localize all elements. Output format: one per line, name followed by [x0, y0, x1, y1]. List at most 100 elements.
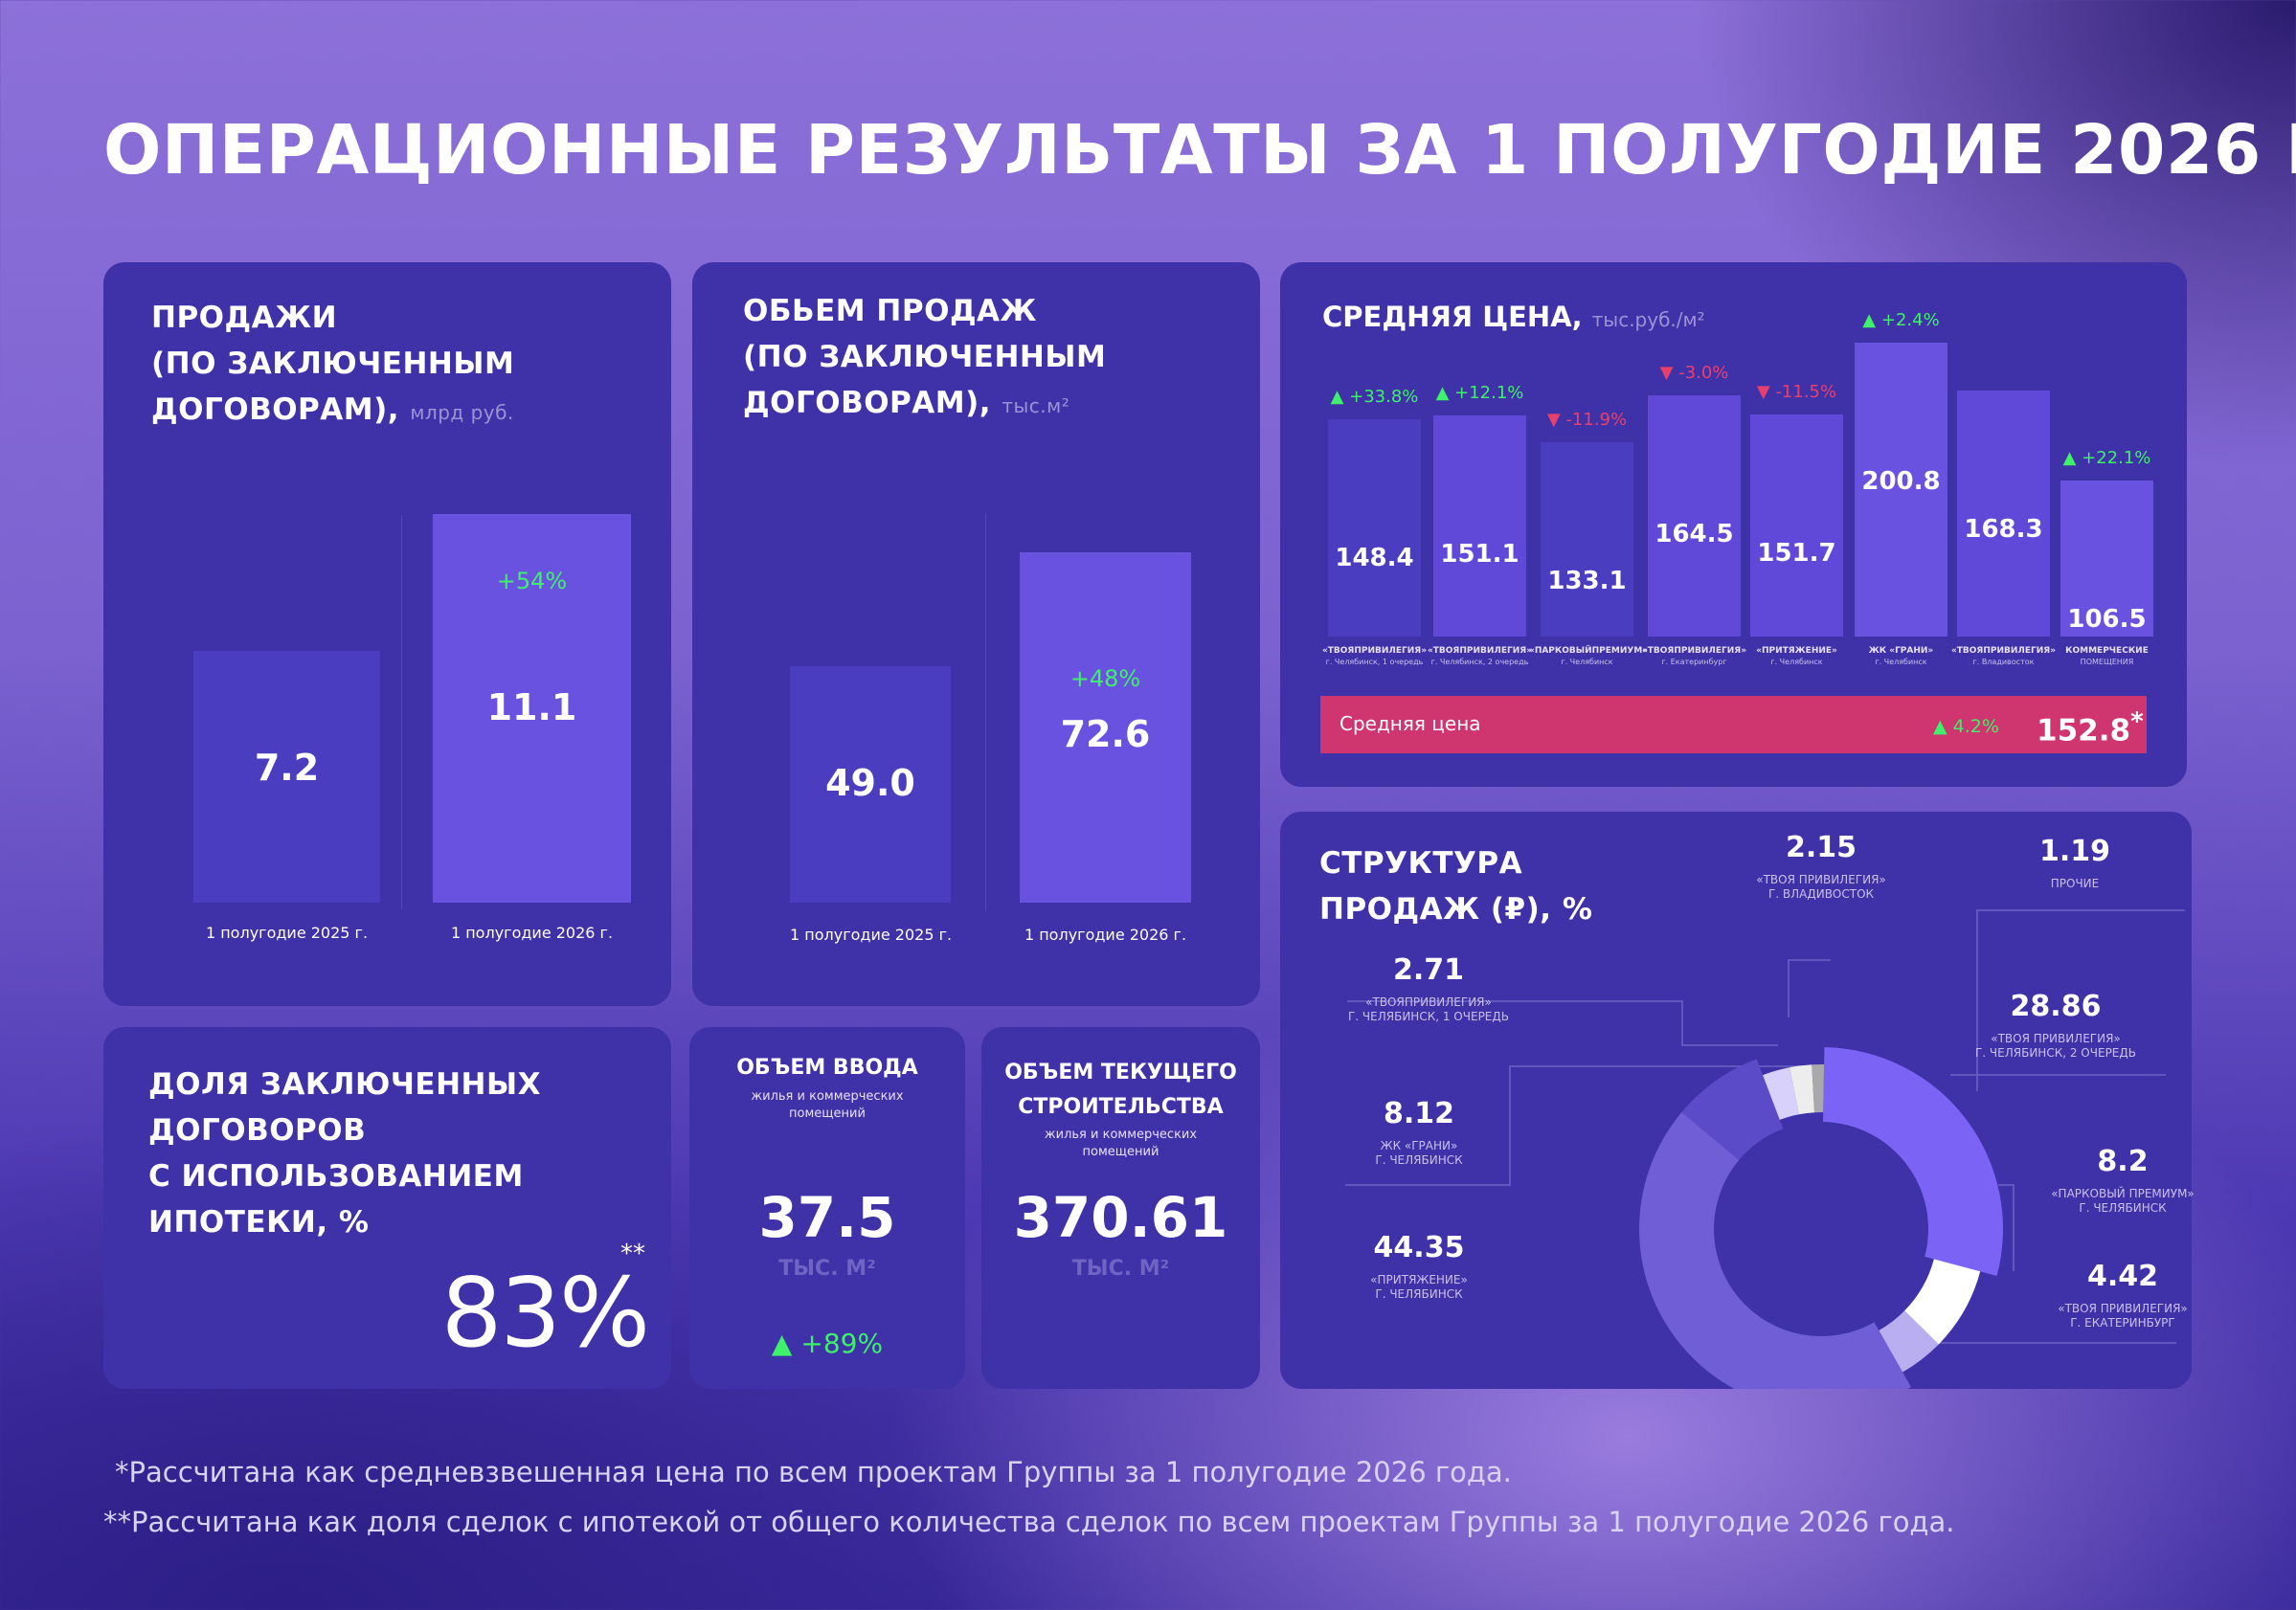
mortgage-card: ДОЛЯ ЗАКЛЮЧЕННЫХ ДОГОВОРОВ С ИСПОЛЬЗОВАН… — [103, 1027, 671, 1389]
category-line: «ПРИТЯЖЕНИЕ» — [1756, 646, 1837, 656]
slice-name-line: Г. ЧЕЛЯБИНСК, 2 ОЧЕРЕДЬ — [1974, 1046, 2136, 1060]
sales-cat-curr: 1 полугодие 2026 г. — [450, 924, 614, 942]
leader-2-15 — [1788, 959, 1831, 1017]
volume-cat-curr: 1 полугодие 2026 г. — [1024, 926, 1187, 944]
commissioning-title: ОБЪЕМ ВВОДА — [736, 1056, 918, 1080]
donut-slice-name: ПРОЧИЕ — [1989, 877, 2161, 891]
donut-slice — [1823, 1047, 2003, 1276]
commissioning-subtitle: жилья и коммерческих помещений — [751, 1089, 904, 1121]
donut-value: 8.12 — [1383, 1097, 1455, 1130]
slice-name-line: Г. ЕКАТЕРИНБУРГ — [2070, 1316, 2175, 1330]
construction-card: ОБЪЕМ ТЕКУЩЕГО СТРОИТЕЛЬСТВА жилья и ком… — [981, 1027, 1260, 1389]
sales-bar-curr: +54% 11.1 — [433, 514, 631, 903]
slice-name-line: ПРОЧИЕ — [2050, 877, 2100, 890]
slice-name-line: Г. ВЛАДИВОСТОК — [1767, 887, 1875, 901]
avg-price-bar-change: ▲ +2.4% — [1862, 310, 1940, 330]
structure-donut — [1345, 909, 2185, 1389]
avg-price-title: СРЕДНЯЯ ЦЕНА, тыс.руб./м² — [1322, 301, 1705, 333]
donut-value: 1.19 — [2038, 835, 2111, 868]
sales-bar-curr-value: 11.1 — [486, 686, 577, 728]
avg-price-bar-value: 200.8 — [1861, 467, 1941, 496]
leader-2-71 — [1347, 1000, 1778, 1046]
slice-name-line: Г. ЧЕЛЯБИНСК, 1 ОЧЕРЕДЬ — [1347, 1010, 1509, 1023]
avg-price-card: СРЕДНЯЯ ЦЕНА, тыс.руб./м² 148.4 ▲ +33.8% «… — [1280, 262, 2187, 787]
category-line: «ТВОЯПРИВИЛЕГИЯ» — [1321, 646, 1428, 656]
avg-price-bar-change: ▼ -11.5% — [1756, 382, 1837, 402]
page-title: ОПЕРАЦИОННЫЕ РЕЗУЛЬТАТЫ ЗА 1 ПОЛУГОДИЕ 2… — [103, 110, 2296, 190]
sales-unit: млрд руб. — [410, 401, 514, 424]
construction-unit: ТЫС. М² — [1071, 1257, 1170, 1281]
commissioning-change: ▲ +89% — [771, 1328, 884, 1359]
avg-price-bar-category: КОММЕРЧЕСКИЕ ПОМЕЩЕНИЯ — [2049, 646, 2165, 667]
commissioning-unit: ТЫС. М² — [778, 1257, 876, 1281]
donut-slice — [1812, 1064, 1825, 1113]
volume-bar-curr-value: 72.6 — [1060, 713, 1151, 755]
mortgage-stars: ** — [620, 1240, 645, 1268]
avg-price-bar-value: 151.7 — [1757, 539, 1836, 568]
slice-name-line: Г. ЧЕЛЯБИНСК — [1375, 1153, 1463, 1167]
volume-unit: тыс.м² — [1002, 394, 1070, 417]
avg-price-total-value: 152.8* — [2037, 707, 2144, 749]
avg-price-bar: 133.1 — [1541, 442, 1633, 637]
avg-price-bar-value: 164.5 — [1654, 520, 1734, 548]
avg-price-bar-value: 148.4 — [1335, 544, 1414, 572]
avg-price-bar-category: «ТВОЯПРИВИЛЕГИЯ» г. Екатеринбург — [1636, 646, 1752, 667]
avg-price-bar-category: ЖК «ГРАНИ» г. Челябинск — [1843, 646, 1959, 667]
construction-value: 370.61 — [1013, 1185, 1228, 1250]
structure-card: СТРУКТУРА ПРОДАЖ (₽), % 28.86 «ТВОЯ ПРИВИ… — [1280, 812, 2195, 1389]
avg-price-bar: 106.5 — [2060, 481, 2153, 637]
avg-price-bar: 148.4 — [1328, 419, 1421, 637]
leader-1-19 — [1976, 909, 2185, 1091]
avg-price-bar-category: «ПРИТЯЖЕНИЕ» г. Челябинск — [1739, 646, 1855, 667]
category-line: г. Владивосток — [1972, 658, 2035, 666]
slice-name-line: «ПАРКОВЫЙ ПРЕМИУМ» — [2051, 1187, 2195, 1200]
sales-title: ПРОДАЖИ (ПО ЗАКЛЮЧЕННЫМ ДОГОВОРАМ), млрд… — [151, 301, 515, 427]
avg-price-bar-change: ▲ +22.1% — [2062, 448, 2151, 468]
donut-value: 44.35 — [1373, 1231, 1465, 1264]
sales-divider — [401, 515, 402, 909]
category-line: «ТВОЯПРИВИЛЕГИЯ» — [1641, 646, 1747, 656]
donut-slice-name: «ТВОЯ ПРИВИЛЕГИЯ» Г. ЧЕЛЯБИНСК, 2 ОЧЕРЕДЬ — [1941, 1032, 2171, 1061]
avg-price-bar-change: ▲ +12.1% — [1435, 383, 1524, 403]
donut-slice — [1681, 1059, 1784, 1160]
mortgage-value: 83% — [440, 1257, 650, 1369]
avg-price-bar: 151.1 — [1433, 415, 1526, 637]
avg-price-bar-change: ▼ -11.9% — [1546, 410, 1628, 430]
donut-slice-name: «ПРИТЯЖЕНИЕ» Г. ЧЕЛЯБИНСК — [1328, 1273, 1510, 1302]
footnote-1: *Рассчитана как средневзвешенная цена по… — [115, 1456, 1512, 1488]
avg-price-bar-value: 106.5 — [2067, 605, 2147, 634]
slice-name-line: Г. ЧЕЛЯБИНСК — [2079, 1201, 2167, 1215]
donut-slice — [1904, 1259, 1981, 1345]
avg-price-total-bar: Средняя цена ▲ 4.2% 152.8* — [1320, 696, 2147, 753]
sales-change: +54% — [496, 568, 568, 594]
slice-name-line: «ТВОЯПРИВИЛЕГИЯ» — [1365, 995, 1492, 1009]
sales-cat-prev: 1 полугодие 2025 г. — [205, 924, 369, 942]
volume-bar-prev: 49.0 — [790, 666, 951, 903]
avg-price-unit: тыс.руб./м² — [1591, 308, 1705, 331]
donut-slice — [1879, 1310, 1939, 1373]
sales-bar-prev-value: 7.2 — [254, 747, 320, 789]
avg-price-bar-change: ▲ +33.8% — [1330, 387, 1419, 407]
avg-price-bar-category: «ТВОЯПРИВИЛЕГИЯ» г. Владивосток — [1946, 646, 2061, 667]
volume-divider — [985, 513, 986, 911]
slice-name-line: «ПРИТЯЖЕНИЕ» — [1370, 1273, 1468, 1286]
avg-price-bar: 164.5 — [1648, 395, 1741, 637]
leader-8-2 — [1998, 1184, 2015, 1271]
slice-name-line: «ТВОЯ ПРИВИЛЕГИЯ» — [2058, 1302, 2188, 1315]
donut-slice-name: «ТВОЯ ПРИВИЛЕГИЯ» Г. ЕКАТЕРИНБУРГ — [2008, 1302, 2238, 1330]
category-line: г. Екатеринбург — [1661, 658, 1727, 666]
avg-price-total-label: Средняя цена — [1339, 712, 1481, 735]
category-line: г. Челябинск — [1875, 658, 1927, 666]
donut-slice-name: ЖК «ГРАНИ» Г. ЧЕЛЯБИНСК — [1328, 1139, 1510, 1168]
category-line: «ПАРКОВЫЙПРЕМИУМ» — [1529, 646, 1649, 656]
category-line: ЖК «ГРАНИ» — [1868, 646, 1934, 656]
volume-bar-prev-value: 49.0 — [825, 762, 915, 804]
leader-8-12 — [1345, 1065, 1807, 1186]
category-line: «ТВОЯПРИВИЛЕГИЯ» — [1427, 646, 1533, 656]
donut-value: 2.15 — [1785, 831, 1857, 864]
sales-bar-prev: 7.2 — [193, 651, 380, 903]
avg-price-bar-category: «ТВОЯПРИВИЛЕГИЯ» г. Челябинск, 1 очередь — [1317, 646, 1432, 667]
avg-price-bar: 151.7 — [1750, 414, 1843, 637]
donut-slice — [1790, 1064, 1815, 1115]
volume-cat-prev: 1 полугодие 2025 г. — [790, 926, 953, 944]
